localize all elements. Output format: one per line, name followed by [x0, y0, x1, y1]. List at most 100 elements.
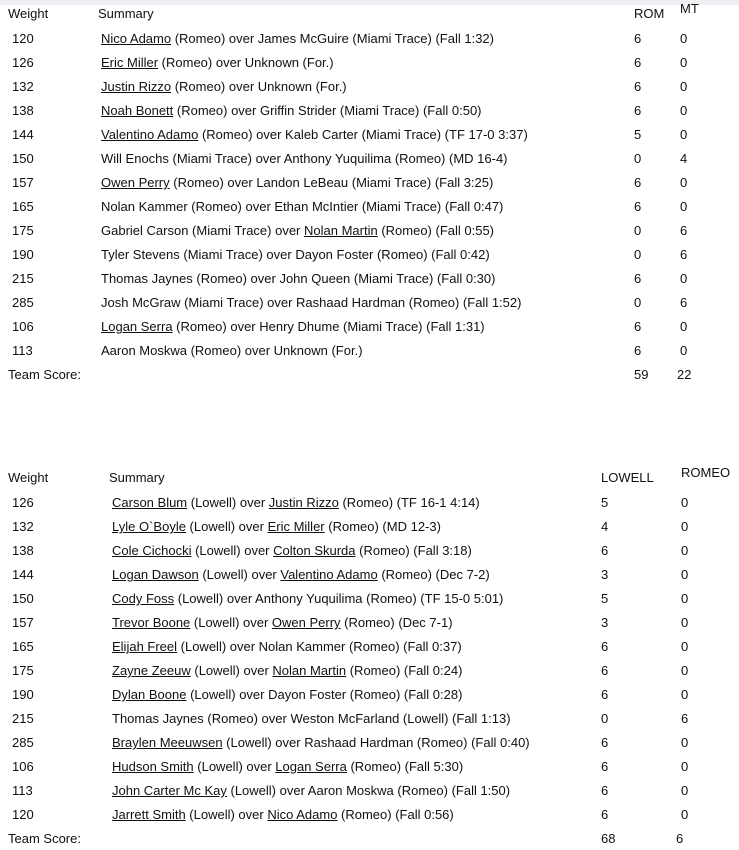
weight-cell: 215	[12, 271, 34, 286]
team2-points: 0	[681, 615, 689, 630]
weight-cell: 150	[12, 151, 34, 166]
wrestler-link[interactable]: Justin Rizzo	[101, 79, 172, 94]
team2-points: 0	[680, 103, 688, 118]
summary-cell: Valentino Adamo (Romeo) over Kaleb Carte…	[101, 127, 528, 143]
wrestler-link[interactable]: Cody Foss	[112, 591, 175, 606]
wrestler-link[interactable]: Colton Skurda	[273, 543, 356, 558]
team1-points: 6	[601, 807, 609, 822]
team1-points: 6	[601, 639, 609, 654]
summary-text: Josh McGraw (Miami Trace) over Rashaad H…	[101, 295, 522, 310]
weight-cell: 132	[12, 519, 34, 534]
header-summary: Summary	[98, 6, 154, 21]
weight-cell: 175	[12, 223, 34, 238]
wrestler-link[interactable]: Justin Rizzo	[268, 495, 339, 510]
summary-text: (Romeo) (Fall 0:56)	[337, 807, 454, 822]
summary-text: (Romeo) (Dec 7-2)	[377, 567, 490, 582]
wrestler-link[interactable]: Owen Perry	[101, 175, 170, 190]
summary-text: Thomas Jaynes (Romeo) over John Queen (M…	[101, 271, 496, 286]
summary-text: (Lowell) over	[190, 615, 272, 630]
team2-points: 0	[681, 567, 689, 582]
wrestler-link[interactable]: Nico Adamo	[101, 31, 172, 46]
weight-cell: 106	[12, 319, 34, 334]
wrestler-link[interactable]: Valentino Adamo	[280, 567, 378, 582]
team1-points: 5	[601, 591, 609, 606]
summary-cell: Logan Dawson (Lowell) over Valentino Ada…	[112, 567, 490, 583]
summary-cell: Thomas Jaynes (Romeo) over John Queen (M…	[101, 271, 495, 287]
team2-points: 0	[681, 663, 689, 678]
wrestler-link[interactable]: Zayne Zeeuw	[112, 663, 191, 678]
wrestler-link[interactable]: Cole Cichocki	[112, 543, 192, 558]
team1-points: 0	[634, 247, 642, 262]
summary-cell: Josh McGraw (Miami Trace) over Rashaad H…	[101, 295, 521, 311]
wrestler-link[interactable]: Elijah Freel	[112, 639, 178, 654]
wrestler-link[interactable]: Eric Miller	[101, 55, 159, 70]
wrestler-link[interactable]: Nolan Martin	[304, 223, 378, 238]
team2-points: 0	[681, 591, 689, 606]
summary-cell: Gabriel Carson (Miami Trace) over Nolan …	[101, 223, 494, 239]
team1-points: 6	[601, 783, 609, 798]
summary-cell: Carson Blum (Lowell) over Justin Rizzo (…	[112, 495, 480, 511]
summary-text: (Romeo) over James McGuire (Miami Trace)…	[171, 31, 494, 46]
wrestler-link[interactable]: Nolan Martin	[272, 663, 347, 678]
summary-text: (Romeo) (Dec 7-1)	[340, 615, 453, 630]
team1-points: 0	[601, 711, 609, 726]
summary-cell: Tyler Stevens (Miami Trace) over Dayon F…	[101, 247, 490, 263]
team2-points: 6	[681, 711, 689, 726]
summary-text: Tyler Stevens (Miami Trace) over Dayon F…	[101, 247, 490, 262]
summary-cell: Logan Serra (Romeo) over Henry Dhume (Mi…	[101, 319, 485, 335]
wrestler-link[interactable]: Noah Bonett	[101, 103, 174, 118]
summary-text: Will Enochs (Miami Trace) over Anthony Y…	[101, 151, 508, 166]
summary-text: Gabriel Carson (Miami Trace) over	[101, 223, 304, 238]
summary-cell: Zayne Zeeuw (Lowell) over Nolan Martin (…	[112, 663, 462, 679]
wrestler-link[interactable]: Logan Dawson	[112, 567, 199, 582]
wrestler-link[interactable]: John Carter Mc Kay	[112, 783, 227, 798]
team2-points: 0	[680, 55, 688, 70]
wrestler-link[interactable]: Logan Serra	[275, 759, 347, 774]
summary-text: (Lowell) over	[187, 495, 269, 510]
team2-points: 0	[680, 175, 688, 190]
team1-points: 6	[634, 31, 642, 46]
team2-points: 0	[681, 495, 689, 510]
header-team1: ROM	[634, 6, 665, 21]
wrestler-link[interactable]: Carson Blum	[112, 495, 188, 510]
wrestler-link[interactable]: Lyle O`Boyle	[112, 519, 186, 534]
team-score-team2: 6	[676, 831, 684, 846]
summary-cell: Eric Miller (Romeo) over Unknown (For.)	[101, 55, 334, 71]
summary-text: (Lowell) over Anthony Yuquilima (Romeo) …	[174, 591, 504, 606]
summary-text: (Romeo) (Fall 3:18)	[355, 543, 472, 558]
header-weight: Weight	[8, 6, 49, 21]
summary-text: (Romeo) (Fall 0:55)	[377, 223, 495, 238]
wrestler-link[interactable]: Braylen Meeuwsen	[112, 735, 223, 750]
summary-text: (Lowell) over	[190, 663, 273, 678]
summary-text: (Romeo) over Landon LeBeau (Miami Trace)…	[169, 175, 494, 190]
wrestler-link[interactable]: Valentino Adamo	[101, 127, 199, 142]
wrestler-link[interactable]: Jarrett Smith	[112, 807, 186, 822]
wrestler-link[interactable]: Owen Perry	[271, 615, 341, 630]
summary-text: (Romeo) (Fall 0:24)	[346, 663, 463, 678]
summary-text: (Romeo) over Henry Dhume (Miami Trace) (…	[172, 319, 485, 334]
team2-points: 6	[680, 295, 688, 310]
weight-cell: 138	[12, 103, 34, 118]
header-team1: LOWELL	[601, 470, 654, 485]
team1-points: 6	[634, 199, 642, 214]
summary-cell: Braylen Meeuwsen (Lowell) over Rashaad H…	[112, 735, 530, 751]
team2-points: 0	[680, 31, 688, 46]
wrestler-link[interactable]: Nico Adamo	[267, 807, 338, 822]
summary-text: (Lowell) over Dayon Foster (Romeo) (Fall…	[186, 687, 463, 702]
summary-text: (Romeo) over Griffin Strider (Miami Trac…	[173, 103, 482, 118]
team-score-label: Team Score:	[8, 367, 81, 382]
wrestler-link[interactable]: Dylan Boone	[112, 687, 187, 702]
wrestler-link[interactable]: Hudson Smith	[112, 759, 194, 774]
team1-points: 6	[634, 103, 642, 118]
team1-points: 6	[601, 543, 609, 558]
summary-text: (Lowell) over	[185, 519, 268, 534]
weight-cell: 120	[12, 807, 34, 822]
summary-text: (Lowell) over	[185, 807, 268, 822]
wrestler-link[interactable]: Logan Serra	[101, 319, 173, 334]
weight-cell: 157	[12, 175, 34, 190]
wrestler-link[interactable]: Eric Miller	[267, 519, 325, 534]
summary-cell: Nolan Kammer (Romeo) over Ethan McIntier…	[101, 199, 503, 215]
wrestler-link[interactable]: Trevor Boone	[112, 615, 191, 630]
team1-points: 0	[634, 223, 642, 238]
header-team2: MT	[680, 1, 699, 16]
